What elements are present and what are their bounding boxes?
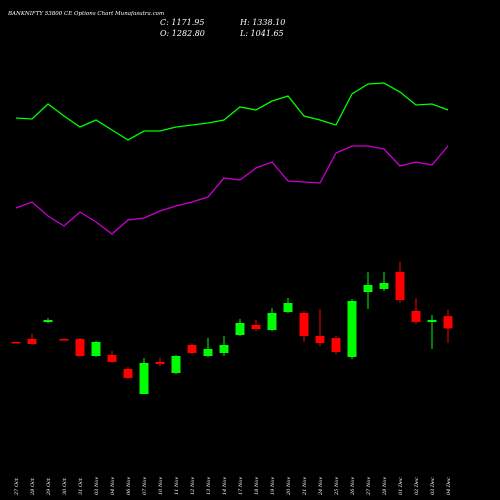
candle-body (283, 303, 293, 312)
x-tick-label: 28 Oct (30, 477, 36, 496)
candle-body (379, 283, 389, 289)
x-tick-label: 04 Dec (446, 477, 452, 495)
x-tick-label: 03 Nov (94, 477, 100, 495)
candle-body (443, 316, 453, 329)
candle-body (91, 342, 101, 356)
candle-body (347, 301, 357, 357)
x-tick-label: 27 Nov (366, 477, 372, 496)
candle-body (187, 345, 197, 353)
x-tick-label: 28 Nov (382, 477, 388, 496)
x-tick-label: 02 Dec (414, 477, 420, 495)
indicator-line (15, 145, 449, 235)
x-tick-label: 07 Nov (142, 477, 148, 495)
candle-body (75, 339, 85, 356)
candle-body (267, 313, 277, 330)
candle-body (107, 355, 117, 362)
x-tick-label: 14 Nov (222, 477, 228, 495)
candle-body (123, 369, 133, 378)
candle-body (155, 362, 165, 364)
open-label: O: 1282.80 (160, 29, 205, 38)
x-tick-label: 20 Nov (286, 477, 292, 496)
x-tick-label: 26 Nov (350, 477, 356, 496)
candle-body (299, 313, 309, 336)
x-tick-label: 06 Nov (126, 477, 132, 495)
x-tick-label: 21 Nov (302, 477, 308, 496)
x-tick-label: 25 Nov (334, 477, 340, 496)
candle-body (395, 272, 405, 300)
x-tick-label: 13 Nov (206, 477, 212, 495)
x-tick-label: 29 Oct (46, 477, 52, 496)
x-tick-label: 04 Nov (110, 477, 116, 495)
candle-body (315, 336, 325, 343)
candle-body (235, 323, 245, 335)
close-label: C: 1171.95 (160, 18, 204, 27)
candle-body (139, 363, 149, 394)
x-tick-label: 19 Nov (270, 477, 276, 495)
candle-body (171, 356, 181, 373)
x-tick-label: 17 Nov (238, 477, 244, 495)
high-label: H: 1338.10 (239, 18, 285, 27)
indicator-line (15, 82, 449, 141)
candle-body (411, 311, 421, 322)
candle-body (203, 349, 213, 356)
candle-body (331, 338, 341, 352)
candle-body (27, 339, 37, 344)
candle-body (427, 320, 437, 322)
x-tick-label: 30 Oct (62, 477, 68, 495)
x-tick-label: 11 Nov (174, 477, 180, 495)
x-tick-label: 24 Nov (318, 477, 324, 496)
x-tick-label: 31 Oct (78, 477, 84, 495)
chart-title: BANKNIFTY 53800 CE Options Chart Munafas… (7, 11, 164, 17)
x-tick-label: 01 Dec (398, 477, 404, 495)
candle-body (59, 339, 69, 341)
candle-body (11, 342, 21, 344)
low-label: L: 1041.65 (239, 29, 284, 38)
x-tick-label: 03 Dec (430, 477, 436, 495)
x-tick-label: 12 Nov (190, 477, 196, 495)
x-tick-label: 10 Nov (158, 477, 164, 495)
candle-body (251, 325, 261, 329)
candle-body (363, 285, 373, 292)
x-tick-label: 27 Oct (14, 477, 20, 496)
candle-body (219, 345, 229, 353)
x-tick-label: 18 Nov (254, 477, 260, 495)
candle-body (43, 320, 53, 322)
